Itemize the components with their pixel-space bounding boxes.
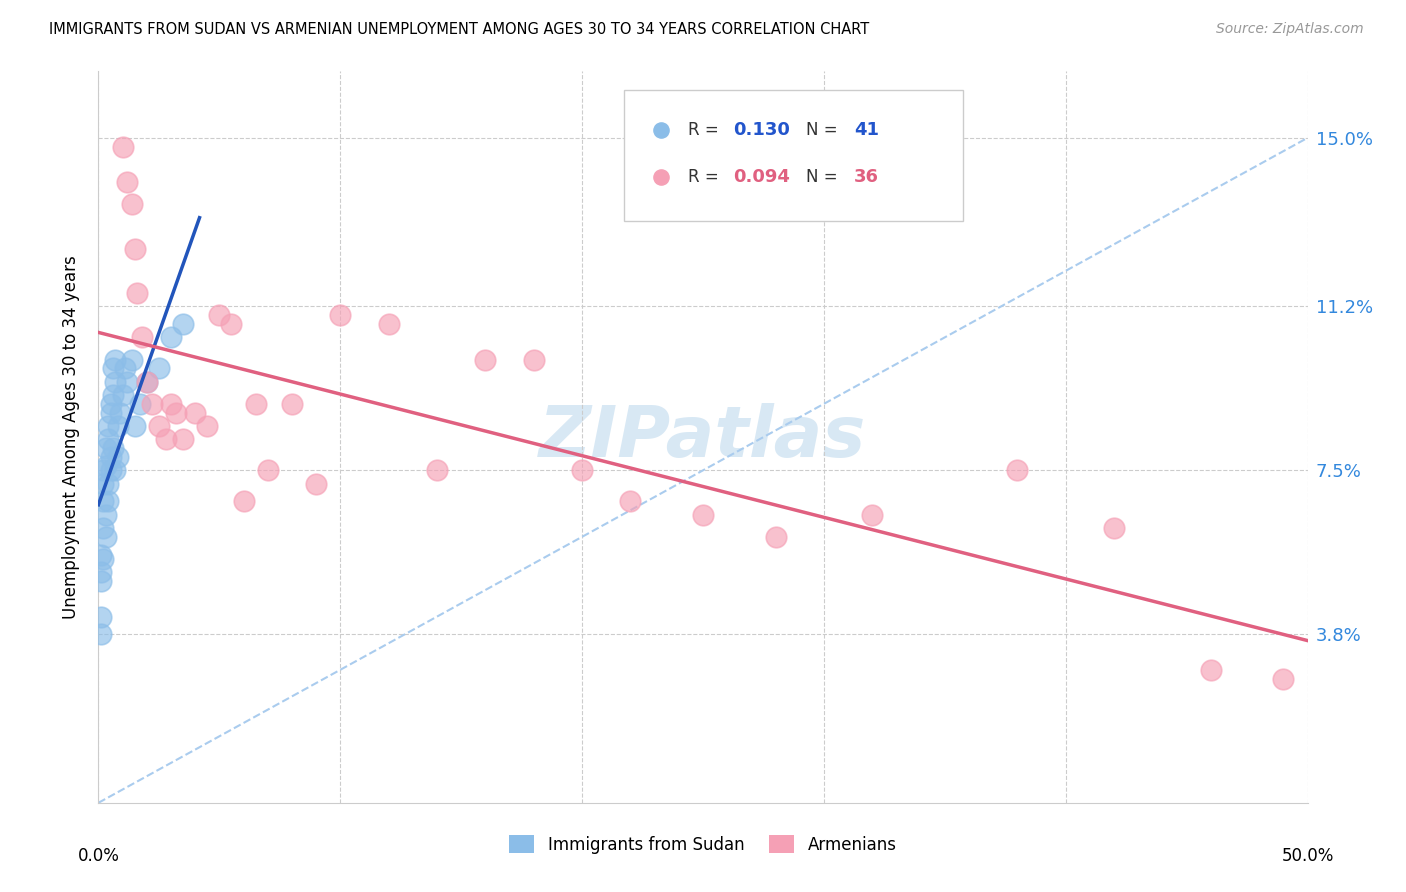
Legend: Immigrants from Sudan, Armenians: Immigrants from Sudan, Armenians bbox=[503, 829, 903, 860]
Point bbox=[100, 450, 122, 464]
Point bbox=[94, 530, 117, 544]
Point bbox=[117, 375, 139, 389]
Point bbox=[97, 419, 120, 434]
Point bbox=[100, 397, 122, 411]
Point bbox=[90, 609, 112, 624]
Text: R =: R = bbox=[689, 169, 720, 186]
Point bbox=[523, 352, 546, 367]
Point bbox=[91, 494, 114, 508]
Point bbox=[108, 406, 131, 420]
Point bbox=[91, 463, 114, 477]
Point bbox=[107, 450, 129, 464]
Text: 0.130: 0.130 bbox=[734, 121, 790, 139]
Point bbox=[100, 463, 122, 477]
Point bbox=[100, 406, 122, 420]
Point bbox=[90, 548, 112, 562]
Point bbox=[97, 432, 120, 446]
Point bbox=[256, 463, 278, 477]
Point bbox=[474, 352, 496, 367]
Point bbox=[101, 361, 124, 376]
Point bbox=[111, 139, 134, 153]
Point bbox=[94, 441, 117, 455]
Point bbox=[114, 361, 136, 376]
Point bbox=[305, 476, 328, 491]
Text: 0.0%: 0.0% bbox=[77, 847, 120, 865]
Point bbox=[860, 508, 883, 522]
Point bbox=[377, 317, 399, 331]
Point bbox=[90, 566, 112, 580]
Point bbox=[1102, 521, 1125, 535]
Text: N =: N = bbox=[806, 169, 838, 186]
Point bbox=[1007, 463, 1029, 477]
Point bbox=[221, 317, 243, 331]
Point bbox=[160, 330, 183, 344]
Point bbox=[245, 397, 267, 411]
Point bbox=[135, 375, 157, 389]
Point bbox=[426, 463, 449, 477]
Text: 41: 41 bbox=[855, 121, 879, 139]
Point bbox=[281, 397, 304, 411]
Point bbox=[107, 419, 129, 434]
Y-axis label: Unemployment Among Ages 30 to 34 years: Unemployment Among Ages 30 to 34 years bbox=[62, 255, 80, 619]
Point bbox=[765, 530, 787, 544]
Point bbox=[172, 432, 194, 446]
Point bbox=[232, 494, 254, 508]
Point bbox=[141, 397, 163, 411]
Point bbox=[104, 375, 127, 389]
Text: 0.094: 0.094 bbox=[734, 169, 790, 186]
Point bbox=[97, 476, 120, 491]
Point bbox=[195, 419, 218, 434]
Point bbox=[94, 458, 117, 473]
Point bbox=[101, 388, 124, 402]
Point bbox=[121, 197, 143, 211]
Text: 36: 36 bbox=[855, 169, 879, 186]
Text: Source: ZipAtlas.com: Source: ZipAtlas.com bbox=[1216, 22, 1364, 37]
Point bbox=[184, 406, 207, 420]
Point bbox=[97, 494, 120, 508]
Point bbox=[1272, 672, 1295, 686]
Text: R =: R = bbox=[689, 121, 720, 139]
Point bbox=[148, 361, 170, 376]
Text: 50.0%: 50.0% bbox=[1281, 847, 1334, 865]
FancyBboxPatch shape bbox=[624, 90, 963, 221]
Point bbox=[155, 432, 177, 446]
Text: IMMIGRANTS FROM SUDAN VS ARMENIAN UNEMPLOYMENT AMONG AGES 30 TO 34 YEARS CORRELA: IMMIGRANTS FROM SUDAN VS ARMENIAN UNEMPL… bbox=[49, 22, 869, 37]
Point bbox=[91, 476, 114, 491]
Point bbox=[91, 552, 114, 566]
Point bbox=[619, 494, 641, 508]
Point bbox=[91, 521, 114, 535]
Point bbox=[124, 419, 146, 434]
Point bbox=[111, 388, 134, 402]
Point bbox=[104, 352, 127, 367]
Point bbox=[124, 242, 146, 256]
Point bbox=[101, 441, 124, 455]
Point bbox=[329, 308, 352, 322]
Point bbox=[208, 308, 231, 322]
Point bbox=[1199, 663, 1222, 677]
Point bbox=[127, 285, 149, 300]
Text: N =: N = bbox=[806, 121, 838, 139]
Point bbox=[135, 375, 157, 389]
Point bbox=[165, 406, 187, 420]
Point bbox=[121, 352, 143, 367]
Point bbox=[172, 317, 194, 331]
Point bbox=[128, 397, 150, 411]
Point bbox=[90, 574, 112, 589]
Point bbox=[90, 627, 112, 641]
Text: ZIPatlas: ZIPatlas bbox=[540, 402, 866, 472]
Point bbox=[104, 463, 127, 477]
Point bbox=[131, 330, 153, 344]
Point bbox=[94, 508, 117, 522]
Point bbox=[148, 419, 170, 434]
Point bbox=[692, 508, 714, 522]
Point bbox=[117, 175, 139, 189]
Point bbox=[160, 397, 183, 411]
Point bbox=[571, 463, 593, 477]
